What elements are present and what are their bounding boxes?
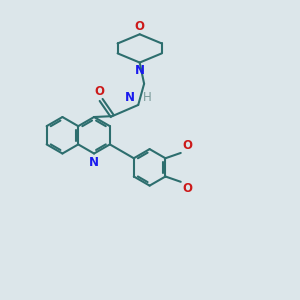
Text: O: O: [135, 20, 145, 33]
Text: N: N: [135, 64, 145, 77]
Text: O: O: [95, 85, 105, 98]
Text: H: H: [142, 91, 152, 104]
Text: O: O: [182, 140, 192, 152]
Text: N: N: [89, 156, 99, 169]
Text: O: O: [182, 182, 192, 195]
Text: N: N: [125, 91, 135, 104]
